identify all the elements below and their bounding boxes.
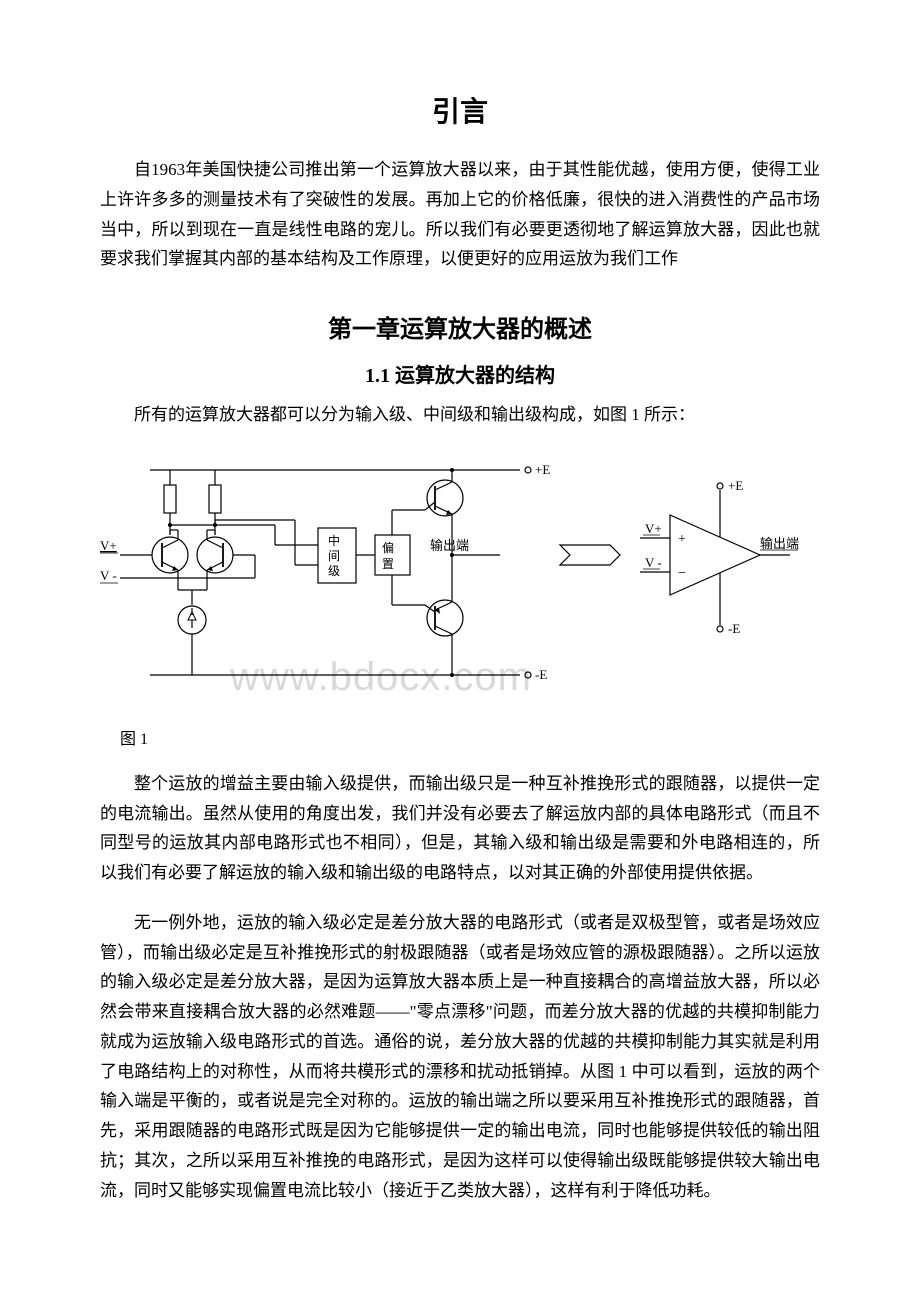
section-title: 1.1 运算放大器的结构 [100, 359, 820, 388]
chapter-title: 第一章运算放大器的概述 [100, 309, 820, 344]
label-neg-e: -E [535, 667, 547, 682]
label-bias-2: 置 [382, 557, 394, 571]
figure-1-container: www.bdocx.com +E V+ [100, 450, 800, 710]
label-opamp-vminus: V - [645, 555, 662, 570]
label-opamp-pos-e: +E [728, 478, 743, 493]
label-mid-stage-2: 间 [328, 549, 340, 563]
label-output-left: 输出端 [430, 538, 469, 553]
label-bias-1: 偏 [382, 540, 394, 555]
circuit-diagram: +E V+ V - [100, 450, 800, 710]
intro-title: 引言 [100, 90, 820, 130]
label-v-plus: V+ [100, 538, 117, 553]
figure-caption: 图 1 [120, 725, 820, 749]
label-opamp-neg-e: -E [728, 621, 740, 636]
label-opamp-output: 输出端 [760, 536, 799, 551]
label-opamp-vplus: V+ [645, 521, 662, 536]
label-mid-stage-3: 级 [328, 564, 340, 578]
paragraph-2: 整个运放的增益主要由输入级提供，而输出级只是一种互补推挽形式的跟随器，以提供一定… [100, 769, 820, 888]
label-mid-stage-1: 中 [328, 533, 340, 548]
label-v-minus: V - [100, 568, 117, 583]
intro-paragraph: 自1963年美国快捷公司推出第一个运算放大器以来，由于其性能优越，使用方便，使得… [100, 155, 820, 274]
svg-text:+: + [678, 532, 686, 547]
label-pos-e: +E [535, 462, 550, 477]
svg-text:−: − [678, 566, 686, 581]
section-intro: 所有的运算放大器都可以分为输入级、中间级和输出级构成，如图 1 所示： [100, 400, 820, 430]
paragraph-3: 无一例外地，运放的输入级必定是差分放大器的电路形式（或者是双极型管，或者是场效应… [100, 908, 820, 1206]
